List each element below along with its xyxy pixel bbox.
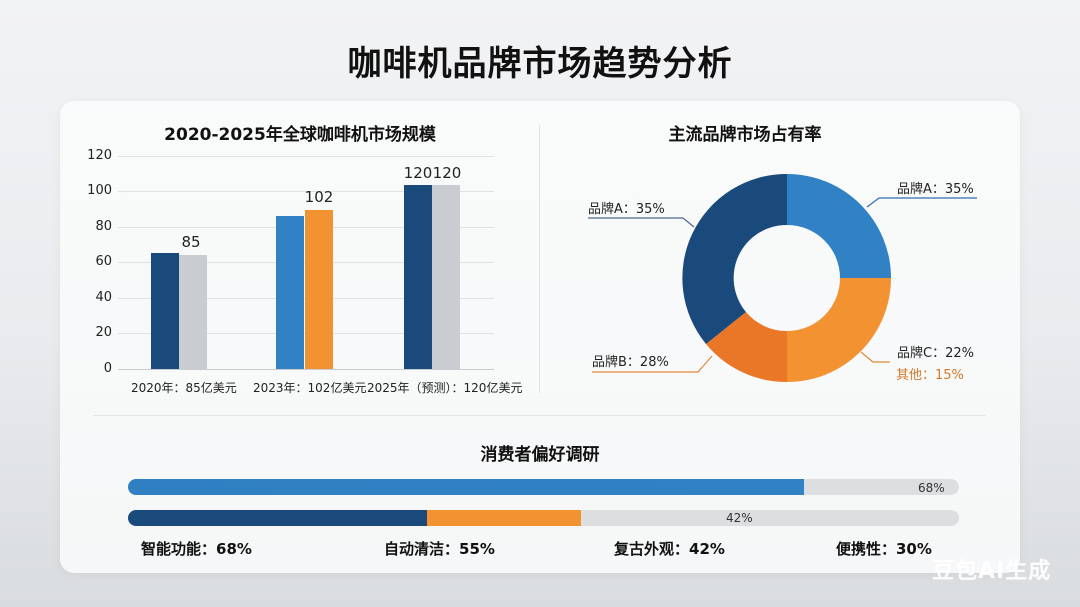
preference-bar-2-orange [427, 510, 581, 526]
bar-value-label: 120 [403, 164, 433, 182]
pie-label-other: 其他：15% [896, 368, 964, 383]
bar-value-label: 120 [432, 164, 462, 182]
bar-value-label: 85 [181, 233, 201, 251]
bar-2023-a [276, 216, 304, 369]
horizontal-divider [93, 415, 986, 416]
pie-label-brand-a-right: 品牌A：35% [897, 182, 974, 197]
preference-item-portable: 便携性：30% [836, 540, 932, 558]
watermark: 豆包AI生成 [932, 559, 1052, 584]
x-tick: 2025年（预测）：120亿美元 [367, 381, 523, 395]
preference-item-retro: 复古外观：42% [614, 540, 725, 558]
pie-label-brand-b: 品牌B：28% [592, 355, 669, 370]
gridline [118, 191, 494, 192]
y-tick: 80 [95, 219, 112, 234]
preference-item-auto-clean: 自动清洁：55% [384, 540, 495, 558]
bar-2025-a [404, 185, 432, 369]
preference-bar-1-label: 68% [918, 481, 945, 495]
pie-label-brand-c: 品牌C：22% [897, 346, 974, 361]
preference-bar-2-label: 42% [726, 511, 753, 525]
pie-label-brand-a-left: 品牌A：35% [588, 202, 665, 217]
donut-chart [682, 173, 891, 383]
bar-2020-b [179, 255, 207, 369]
y-tick: 120 [87, 148, 112, 163]
y-tick: 40 [95, 290, 112, 305]
y-tick: 60 [95, 254, 112, 269]
pie-chart-title: 主流品牌市场占有率 [668, 125, 822, 145]
gridline [118, 156, 494, 157]
bar-2023-b [305, 210, 333, 369]
preference-bar-1 [128, 479, 959, 495]
bar-value-label: 102 [304, 188, 334, 206]
y-tick: 100 [87, 183, 112, 198]
x-tick: 2023年：102亿美元 [253, 381, 367, 395]
x-tick: 2020年：85亿美元 [131, 381, 237, 395]
preference-item-smart: 智能功能：68% [141, 540, 252, 558]
preference-title: 消费者偏好调研 [480, 445, 600, 465]
bar-chart-title: 2020-2025年全球咖啡机市场规模 [164, 125, 436, 145]
x-axis [118, 369, 494, 370]
page-title: 咖啡机品牌市场趋势分析 [347, 44, 733, 84]
y-tick: 20 [95, 325, 112, 340]
bar-2020-a [151, 253, 179, 369]
preference-bar-2 [128, 510, 959, 526]
preference-bar-1-fill [128, 479, 804, 495]
preference-bar-2-navy [128, 510, 427, 526]
y-tick: 0 [103, 361, 112, 376]
bar-2025-b [432, 185, 460, 369]
vertical-divider [539, 125, 540, 393]
